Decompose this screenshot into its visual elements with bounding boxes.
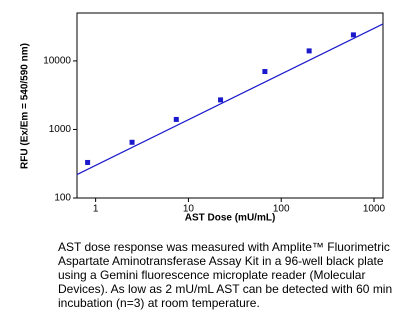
data-point (306, 48, 312, 54)
caption: AST dose response was measured with Ampl… (58, 240, 393, 310)
data-point (129, 139, 135, 145)
data-point (262, 69, 268, 75)
data-point (218, 97, 224, 103)
chart: AST Dose (mU/mL) RFU (Ex/Em = 540/590 nm… (20, 12, 386, 224)
data-point (173, 116, 179, 122)
y-tick-label: 100 (54, 193, 71, 204)
fit-line (76, 23, 384, 176)
y-tick-label: 1000 (49, 124, 72, 135)
x-tick-label: 100 (273, 204, 290, 215)
x-tick-label: 1000 (363, 204, 386, 215)
data-point (350, 32, 356, 38)
x-axis-title: AST Dose (mU/mL) (185, 213, 276, 224)
y-axis-title: RFU (Ex/Em = 540/590 nm) (20, 43, 31, 169)
x-tick-label: 1 (93, 204, 99, 215)
y-tick-label: 10000 (43, 56, 71, 67)
plot-frame (76, 12, 384, 199)
x-tick-label: 10 (183, 204, 195, 215)
data-point (85, 159, 91, 165)
